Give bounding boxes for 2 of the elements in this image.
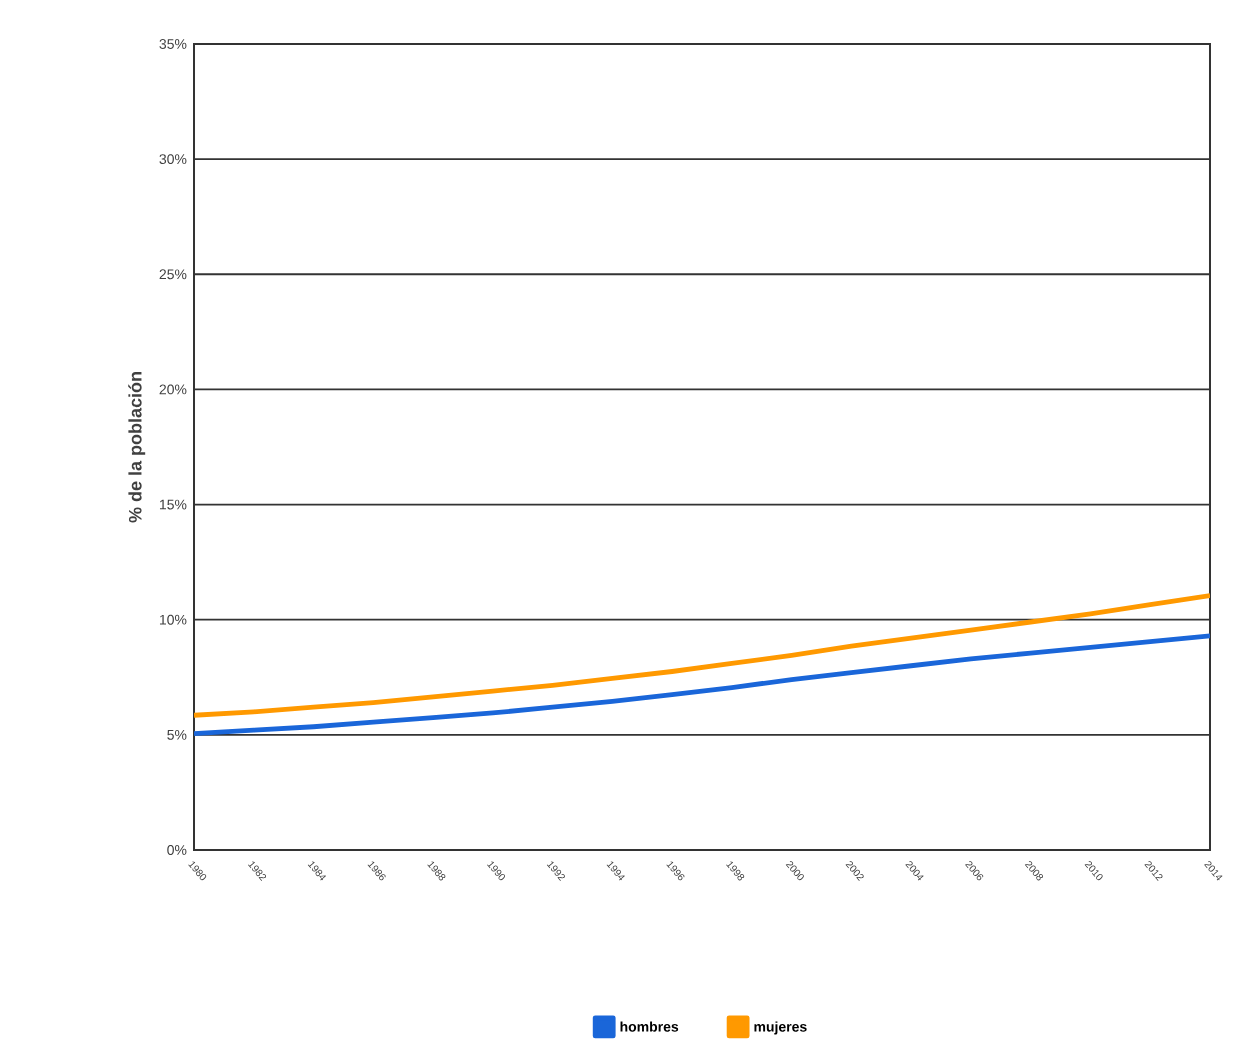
line-series [194,593,1210,718]
y-axis-title: % de la población [128,372,146,523]
